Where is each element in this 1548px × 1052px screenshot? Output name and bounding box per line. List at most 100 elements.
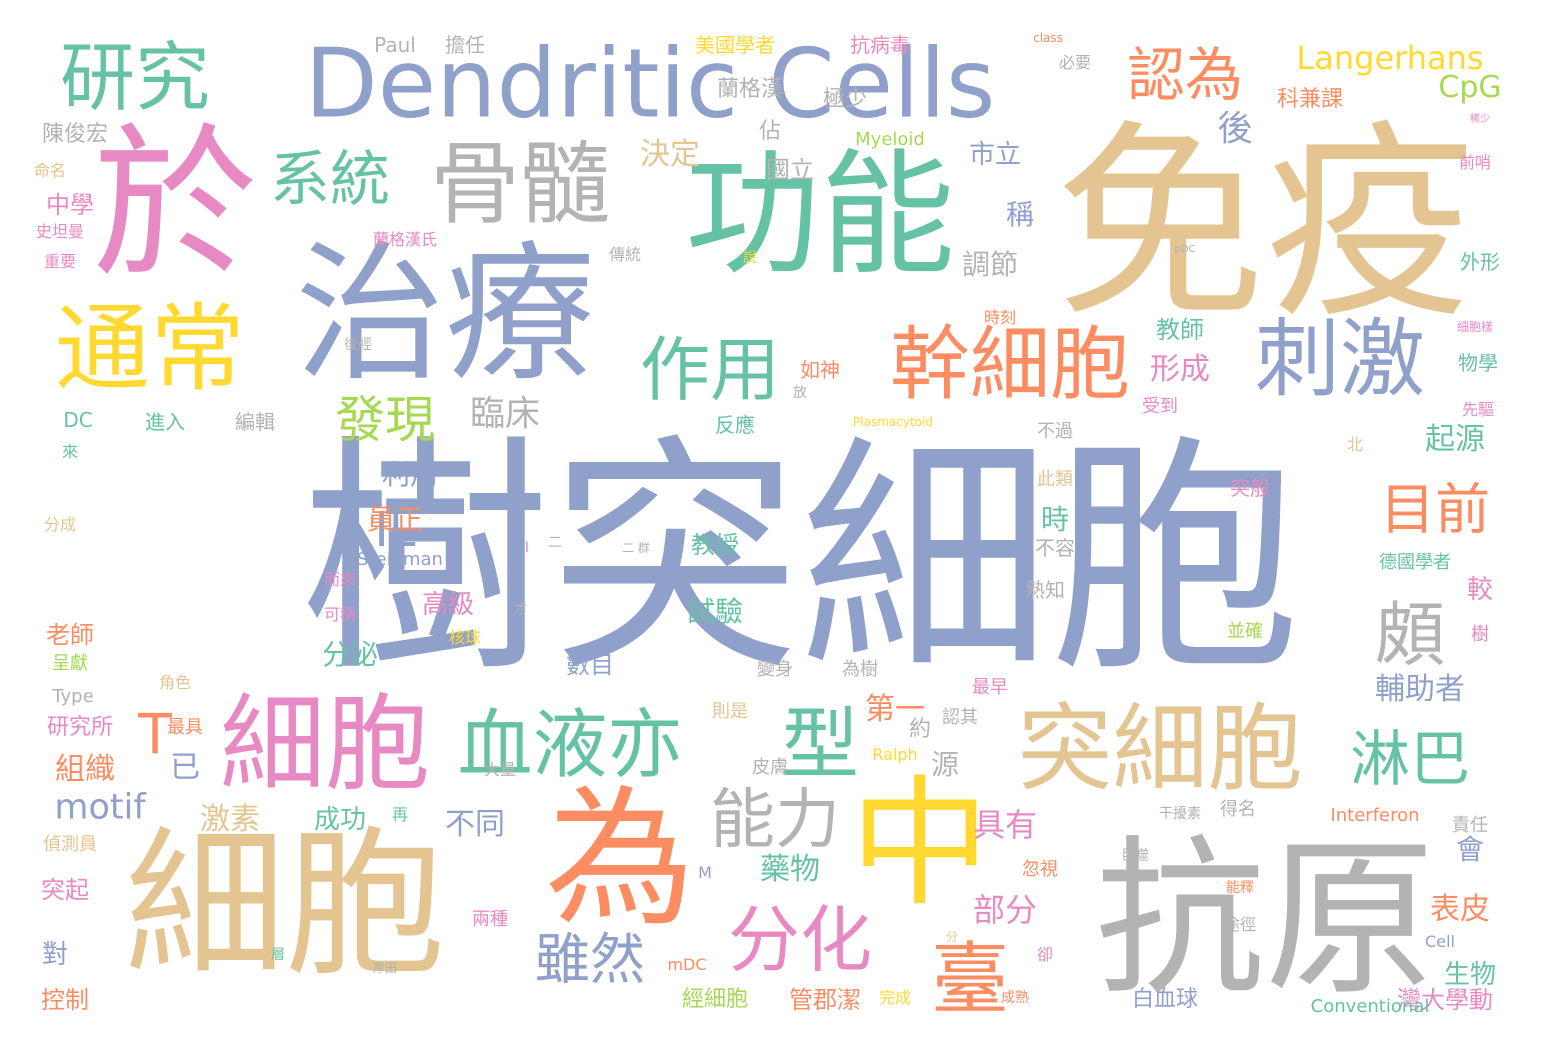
word-cjk-128: 蘭格漢氏 (372, 230, 438, 249)
word-cjk-103: 不容 (1035, 536, 1075, 560)
word-cjk-68: 教授 (691, 531, 739, 559)
word-cjk-53: 調節 (961, 248, 1019, 281)
word-cjk-38: 部分 (972, 891, 1038, 929)
word-cjk-57: 生物 (1443, 960, 1497, 990)
word-cjk-89: 美國學者 (695, 33, 775, 57)
word-cjk-50: 決定 (640, 137, 700, 172)
word-cjk-14: 刺激 (1254, 310, 1426, 410)
word-cjk-93: 前哨 (1458, 153, 1492, 172)
word-cjk-110: 則是 (712, 701, 748, 722)
word-cjk-63: 較 (1466, 575, 1494, 605)
word-cjk-19: 分化 (727, 898, 873, 982)
word-il: IL (374, 502, 416, 558)
word-cjk-81: 控制 (41, 986, 89, 1014)
word-cjk-37: 藥物 (760, 852, 820, 887)
word-cjk-107: 時刻 (983, 308, 1017, 327)
word-cjk-23: 能力 (709, 782, 841, 858)
word-cjk-101: 不過 (1037, 421, 1073, 442)
word-cjk-100: 並確 (1227, 621, 1263, 642)
word-cjk-62: 對 (41, 940, 69, 970)
word-cjk-73: 科兼課 (1276, 87, 1344, 112)
word-cjk-121: 忽視 (1022, 859, 1058, 880)
word-cjk-102: 此類 (1037, 469, 1073, 490)
word-cjk-83: 研究所 (46, 715, 114, 740)
word-cjk-40: 表皮 (1430, 892, 1490, 927)
word-cjk-97: 德國學者 (1379, 552, 1451, 573)
word-cjk-27: 頗 (1375, 594, 1445, 676)
word-cjk-106: 反應 (715, 413, 755, 437)
word-cjk-18: 血液亦 (457, 700, 683, 789)
word-cjk-134: 分成 (43, 515, 77, 534)
word-i: I (524, 540, 530, 556)
word-cjk-164: 後經 (344, 337, 372, 353)
word-cjk-20: 型 (780, 700, 860, 790)
word-cjk-77: 灣大學動 (1397, 986, 1493, 1014)
word-cjk-22: 作用 (640, 329, 780, 411)
word-cjk-66: 教師 (1156, 316, 1204, 344)
word-cjk-61: 稱 (1005, 198, 1035, 231)
word-cjk-80: 突起 (41, 876, 89, 904)
word-cjk-143: 成熟 (1001, 990, 1029, 1006)
word-cjk-91: 必要 (1058, 53, 1092, 72)
word-cjk-161: 核球 (448, 628, 482, 647)
word-cjk-64: 高級 (421, 590, 475, 620)
word-cjk-141: 能釋 (1226, 880, 1254, 896)
word-cjk-2: 免疫 (1054, 102, 1476, 347)
word-cjk-36: 臨床 (469, 394, 541, 435)
word-cjk-15: 骨髓 (430, 132, 610, 237)
word-cjk-54: 試驗 (686, 595, 744, 628)
word-cjk-153: 干擾素 (1159, 806, 1201, 822)
word-cjk-90: 抗病毒 (850, 33, 910, 57)
word-conventional: Conventional (1310, 996, 1430, 1017)
word-steinman: Steinman (357, 549, 443, 570)
word-cjk-39: 具有 (972, 806, 1038, 844)
word-cjk-7: 治療 (294, 228, 596, 402)
word-cjk-159: 細胞樣 (1456, 320, 1494, 334)
word-cjk-78: 管郡潔 (789, 986, 861, 1014)
word-cjk-111: 為樹 (842, 659, 878, 680)
word-cjk-13: 通常 (54, 294, 246, 405)
word-cjk-105: 如神 (800, 358, 840, 382)
word-cjk-132: 重要 (43, 252, 77, 271)
word-cjk-142: 完成 (878, 988, 912, 1007)
word-cjk-131: 命名 (33, 161, 67, 180)
word-cjk-85: 編輯 (235, 410, 275, 434)
word-pdc: pDC (1174, 244, 1196, 255)
word-cjk-17: 研究 (59, 33, 211, 122)
word-cjk-59: 源 (930, 748, 960, 781)
word-cpg: CpG (1438, 70, 1502, 105)
word-cjk-127: 角色 (158, 673, 192, 692)
word-cjk-41: 輔助者 (1375, 672, 1465, 707)
word-interferon: Interferon (1330, 805, 1420, 826)
word-cjk-96: 先驅 (1461, 400, 1495, 419)
word-cjk-163: 厚田 (372, 961, 398, 975)
word-motif: motif (54, 787, 146, 828)
word-cjk-49: 後 (1217, 109, 1253, 150)
word-cjk-4: 細胞 (124, 811, 446, 998)
word-cjk-25: 系統 (270, 145, 390, 215)
word-cjk-152: 巨噬 (1121, 848, 1149, 864)
word-cjk-149: 才 (513, 602, 527, 618)
word-cjk-99: 熟知 (1025, 578, 1065, 602)
word-cjk-148: 再 (391, 805, 409, 824)
word-cjk-155: 分 (945, 930, 959, 944)
word-cjk-138: 大量 (483, 760, 517, 779)
word-cjk-135: 來 (61, 442, 79, 461)
word-cjk-82: 白血球 (1131, 987, 1199, 1012)
word-cjk-12: 突細胞 (1017, 694, 1303, 805)
word-cjk-16: 幹細胞 (890, 318, 1130, 411)
word-cjk-122: 兩種 (472, 909, 508, 930)
word-cjk-129: 傳統 (608, 245, 642, 264)
word-cjk-146: 北 (1346, 435, 1364, 454)
word-cjk-55: 分泌 (321, 638, 379, 671)
word-cjk-45: 組織 (55, 752, 115, 787)
word-cjk-165: 說 (743, 250, 757, 266)
word-cjk-108: 最早 (972, 677, 1008, 698)
word-cjk-51: 利用 (381, 458, 439, 491)
word-cjk-74: 約 (908, 717, 932, 742)
word-cjk-71: 蘭格漢 (716, 77, 784, 102)
word-cjk-11: 細胞 (219, 683, 431, 806)
word-cjk-26: 認為 (1126, 41, 1244, 109)
word-cjk-113: 皮膚 (752, 757, 788, 778)
